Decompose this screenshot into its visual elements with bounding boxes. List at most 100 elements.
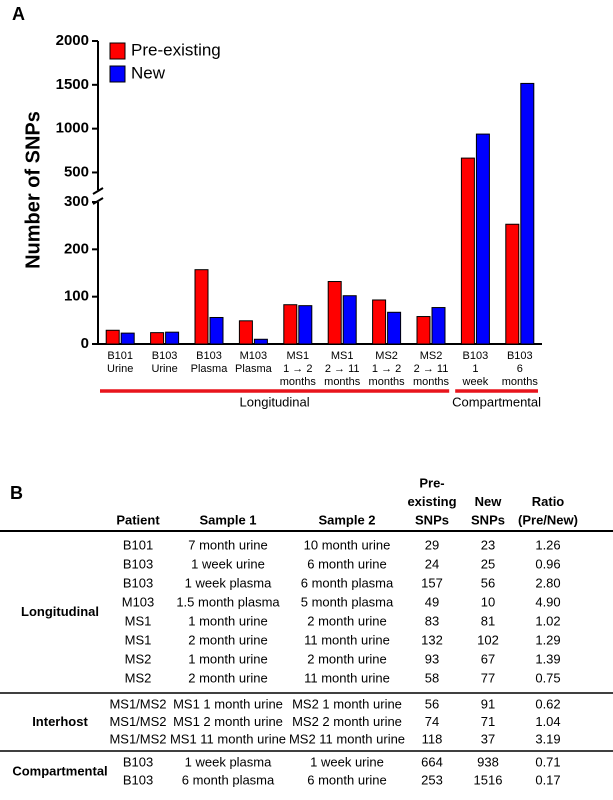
bar [150,332,165,345]
table-cell: 93 [425,651,439,666]
column-header: Patient [116,512,160,527]
x-tick-label: 2 → 11 [325,363,360,375]
table-cell: 81 [481,613,495,628]
table-cell: 24 [425,556,439,571]
x-tick-label: M103 [240,350,268,362]
table-cell: 1516 [474,772,503,787]
table-cell: MS2 [125,651,152,666]
legend-label: New [131,63,166,82]
table-cell: 56 [481,575,495,590]
table-cell: B103 [123,754,153,769]
table-cell: 3.19 [535,731,560,746]
table-cell: 37 [481,731,495,746]
column-header: Pre- [419,475,444,490]
table-cell: 4.90 [535,594,560,609]
x-tick-label: 2 → 11 [414,363,449,375]
bar [165,331,180,345]
x-tick-label: months [413,376,450,388]
y-tick-label: 100 [64,288,89,305]
table-cell: 102 [477,632,499,647]
bar [520,82,535,345]
table-cell: 71 [481,714,495,729]
table-cell: 2 month urine [307,651,387,666]
table-cell: M103 [122,594,155,609]
legend-swatch [109,65,126,83]
table-cell: 1 week urine [191,556,265,571]
table-cell: 0.17 [535,772,560,787]
table-cell: MS1/MS2 [109,731,166,746]
table-cell: 56 [425,696,439,711]
y-axis-label: Number of SNPs [22,111,44,269]
x-tick-label: MS1 [286,350,309,362]
bar [194,269,209,345]
x-tick-label: Plasma [191,363,229,375]
x-tick-label: B103 [507,350,533,362]
y-tick-label: 1000 [56,120,89,137]
table-cell: 2 month urine [307,613,387,628]
table-cell: B103 [123,556,153,571]
column-header: Ratio [532,494,565,509]
x-tick-label: B103 [152,350,178,362]
x-tick-label: Plasma [235,363,273,375]
bar [431,307,446,345]
y-tick-label: 2000 [56,32,89,49]
table-cell: 0.71 [535,754,560,769]
bar [460,157,475,345]
table-cell: 157 [421,575,443,590]
bar [253,338,268,345]
table-cell: 11 month urine [304,670,390,685]
table-cell: 0.75 [535,670,560,685]
table-cell: 1 week plasma [185,754,272,769]
table-cell: 67 [481,651,495,666]
x-tick-label: B103 [463,350,489,362]
table-cell: MS1 11 month urine [170,731,286,746]
bar [342,295,357,345]
x-tick-label: 1 → 2 [372,363,401,375]
section-label: Longitudinal [21,604,99,619]
x-tick-label: B101 [107,350,133,362]
table-cell: 5 month plasma [301,594,394,609]
table-cell: 58 [425,670,439,685]
table-cell: MS1/MS2 [109,714,166,729]
table-cell: 253 [421,772,443,787]
table-cell: MS1 [125,613,152,628]
table-cell: 74 [425,714,439,729]
table-cell: 1.5 month plasma [176,594,280,609]
table-cell: 10 month urine [304,537,391,552]
section-label: Interhost [32,714,88,729]
x-tick-label: B103 [196,350,222,362]
bar [209,316,224,345]
x-tick-label: MS2 [420,350,443,362]
table-cell: 1.04 [535,714,560,729]
legend-label: Pre-existing [131,40,221,59]
table-cell: MS1/MS2 [109,696,166,711]
x-tick-label: months [324,376,361,388]
x-tick-label: MS2 [375,350,398,362]
table-cell: 664 [421,754,443,769]
bar [387,311,402,345]
table-cell: 2.80 [535,575,560,590]
x-tick-label: 1 → 2 [283,363,312,375]
section-label: Compartmental [12,763,107,778]
table-cell: B103 [123,772,153,787]
table-cell: 77 [481,670,495,685]
legend-swatch [109,42,126,60]
axis-break [92,197,104,205]
x-tick-label: months [369,376,406,388]
table-cell: 132 [421,632,443,647]
table-cell: 1 month urine [188,651,268,666]
table-cell: 0.62 [535,696,560,711]
group-label: Longitudinal [240,394,310,409]
bar [120,332,135,345]
table-cell: 118 [422,731,443,746]
table-cell: 938 [477,754,499,769]
table-cell: 0.96 [535,556,560,571]
table-cell: 2 month urine [188,670,268,685]
bar [238,320,253,345]
panel-label: A [12,4,25,24]
bar [505,223,520,345]
bar [475,133,490,345]
table-cell: 1.26 [535,537,560,552]
y-tick-label: 0 [81,335,89,352]
